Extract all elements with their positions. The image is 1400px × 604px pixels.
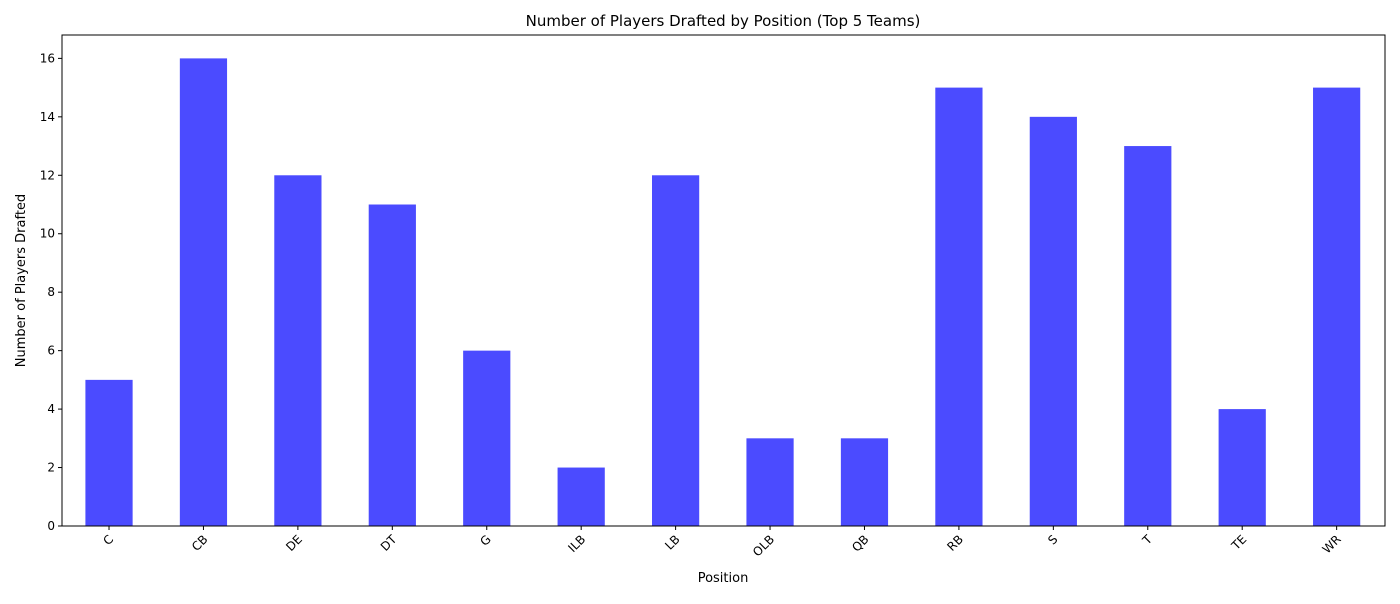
bar-lb: [652, 175, 700, 527]
y-axis-label: Number of Players Drafted: [14, 194, 29, 367]
x-tick-label: RB: [944, 532, 966, 554]
x-tick-label: G: [477, 532, 493, 548]
bar-cb: [179, 58, 228, 526]
y-tick-label: 8: [47, 285, 55, 299]
bar-g: [463, 350, 511, 526]
y-tick-label: 6: [47, 344, 55, 358]
bars-group: [85, 58, 1361, 527]
x-tick-label: DE: [283, 532, 305, 554]
x-axis-label: Position: [698, 571, 749, 586]
x-tick-label: DT: [378, 532, 400, 554]
x-tick-label: OLB: [750, 532, 777, 559]
bar-s: [1029, 116, 1077, 526]
x-tick-label: C: [100, 532, 116, 548]
plot-frame: [61, 34, 1386, 527]
bar-t: [1124, 146, 1172, 527]
x-tick-label: CB: [189, 532, 211, 554]
y-tick-label: 12: [40, 168, 55, 182]
y-tick-label: 14: [40, 110, 55, 124]
x-axis: C CB DE DT G ILB LB OLB QB RB S T TE WR: [100, 526, 1344, 559]
y-tick-label: 2: [47, 461, 55, 475]
x-tick-label: LB: [662, 532, 682, 552]
y-tick-label: 0: [47, 519, 55, 533]
x-tick-label: T: [1139, 532, 1155, 548]
x-tick-label: TE: [1228, 532, 1249, 553]
bar-c: [85, 379, 133, 526]
x-tick-label: ILB: [565, 532, 588, 555]
y-axis: 0 2 4 6 8 10 12 14 16: [40, 51, 62, 533]
bar-qb: [840, 438, 889, 526]
bar-wr: [1313, 87, 1361, 526]
bar-dt: [368, 204, 416, 526]
chart-title: Number of Players Drafted by Position (T…: [526, 12, 921, 30]
y-tick-label: 10: [40, 227, 55, 241]
bar-de: [274, 175, 322, 527]
y-tick-label: 16: [40, 51, 55, 65]
x-tick-label: WR: [1320, 532, 1344, 556]
x-tick-label: S: [1045, 532, 1060, 547]
bar-olb: [746, 438, 794, 526]
bar-te: [1218, 409, 1266, 526]
bar-rb: [935, 87, 983, 526]
x-tick-label: QB: [849, 532, 871, 554]
bar-ilb: [557, 467, 605, 526]
y-tick-label: 4: [47, 402, 55, 416]
